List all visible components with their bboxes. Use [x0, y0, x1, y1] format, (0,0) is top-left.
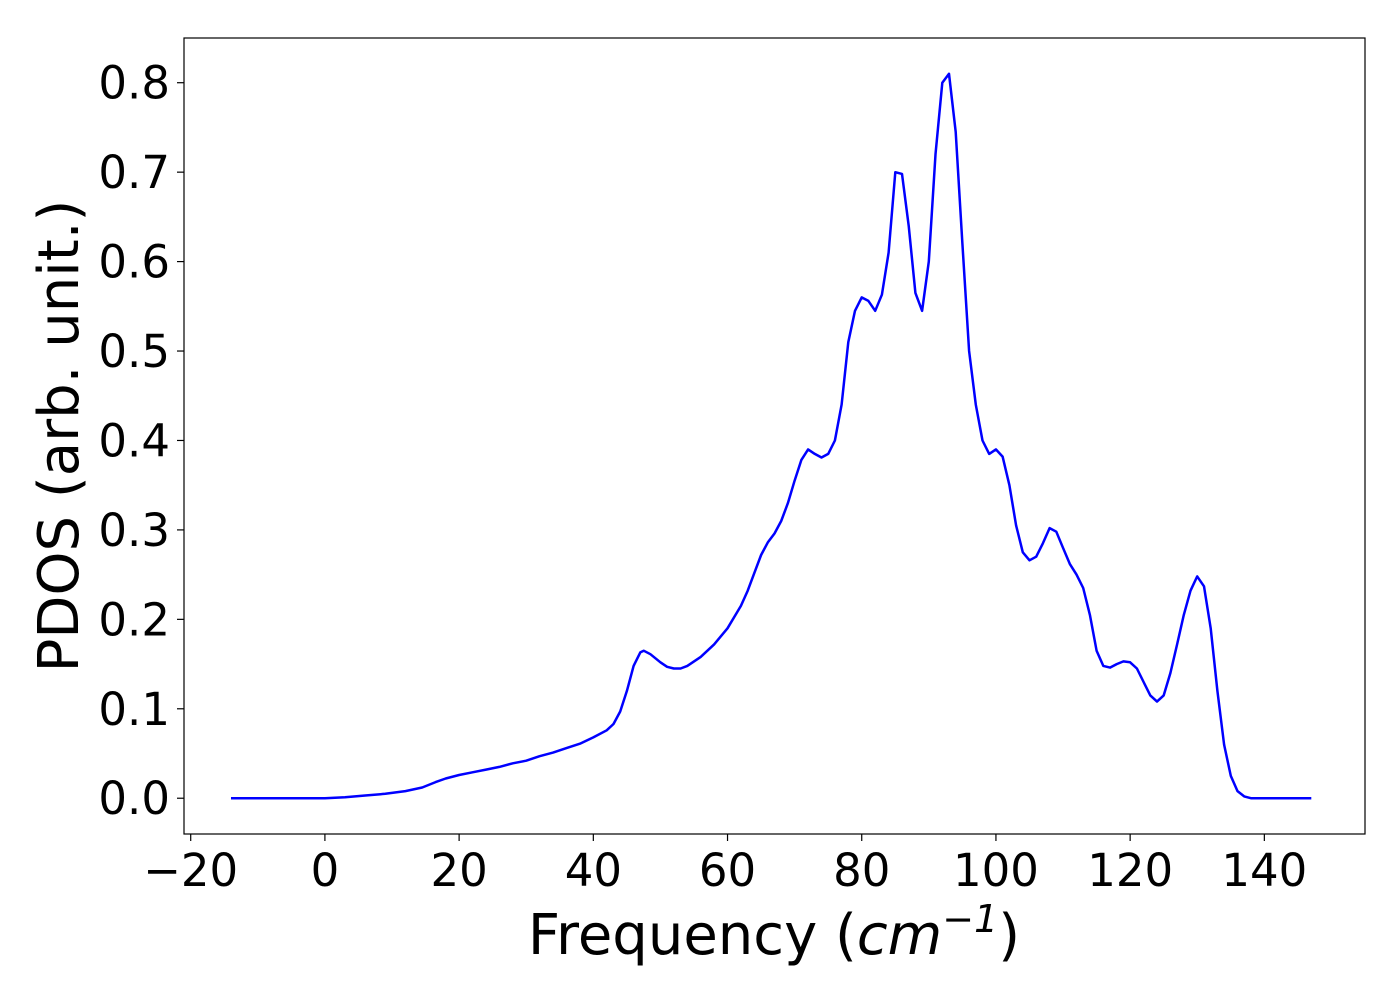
x-axis-title: Frequency (cm−1) [528, 897, 1020, 968]
x-tick-label: 60 [699, 844, 756, 897]
x-tick-label: 100 [953, 844, 1039, 897]
plot-area [183, 37, 1366, 835]
y-tick-label: 0.1 [98, 683, 170, 736]
x-tick-label: 0 [311, 844, 340, 897]
x-tick-label: 20 [430, 844, 487, 897]
y-tick-label: 0.4 [98, 414, 170, 467]
x-tick-label: 120 [1087, 844, 1173, 897]
x-tick-label: 40 [565, 844, 622, 897]
x-axis-ticks: −20 0 20 40 60 80 100 120 140 [143, 834, 1307, 897]
x-tick-label: 80 [833, 844, 890, 897]
y-tick-label: 0.6 [98, 236, 170, 289]
y-axis-title: PDOS (arb. unit.) [27, 200, 92, 673]
y-tick-label: 0.5 [98, 325, 170, 378]
y-tick-label: 0.2 [98, 593, 170, 646]
x-tick-label: −20 [143, 844, 238, 897]
y-tick-label: 0.7 [98, 146, 170, 199]
y-tick-label: 0.8 [98, 57, 170, 110]
x-tick-label: 140 [1221, 844, 1307, 897]
pdos-series-line [231, 72, 1312, 800]
y-tick-label: 0.3 [98, 504, 170, 557]
y-axis-ticks: 0.0 0.1 0.2 0.3 0.4 0.5 0.6 0.7 0.8 [98, 57, 184, 825]
y-tick-label: 0.0 [98, 772, 170, 825]
